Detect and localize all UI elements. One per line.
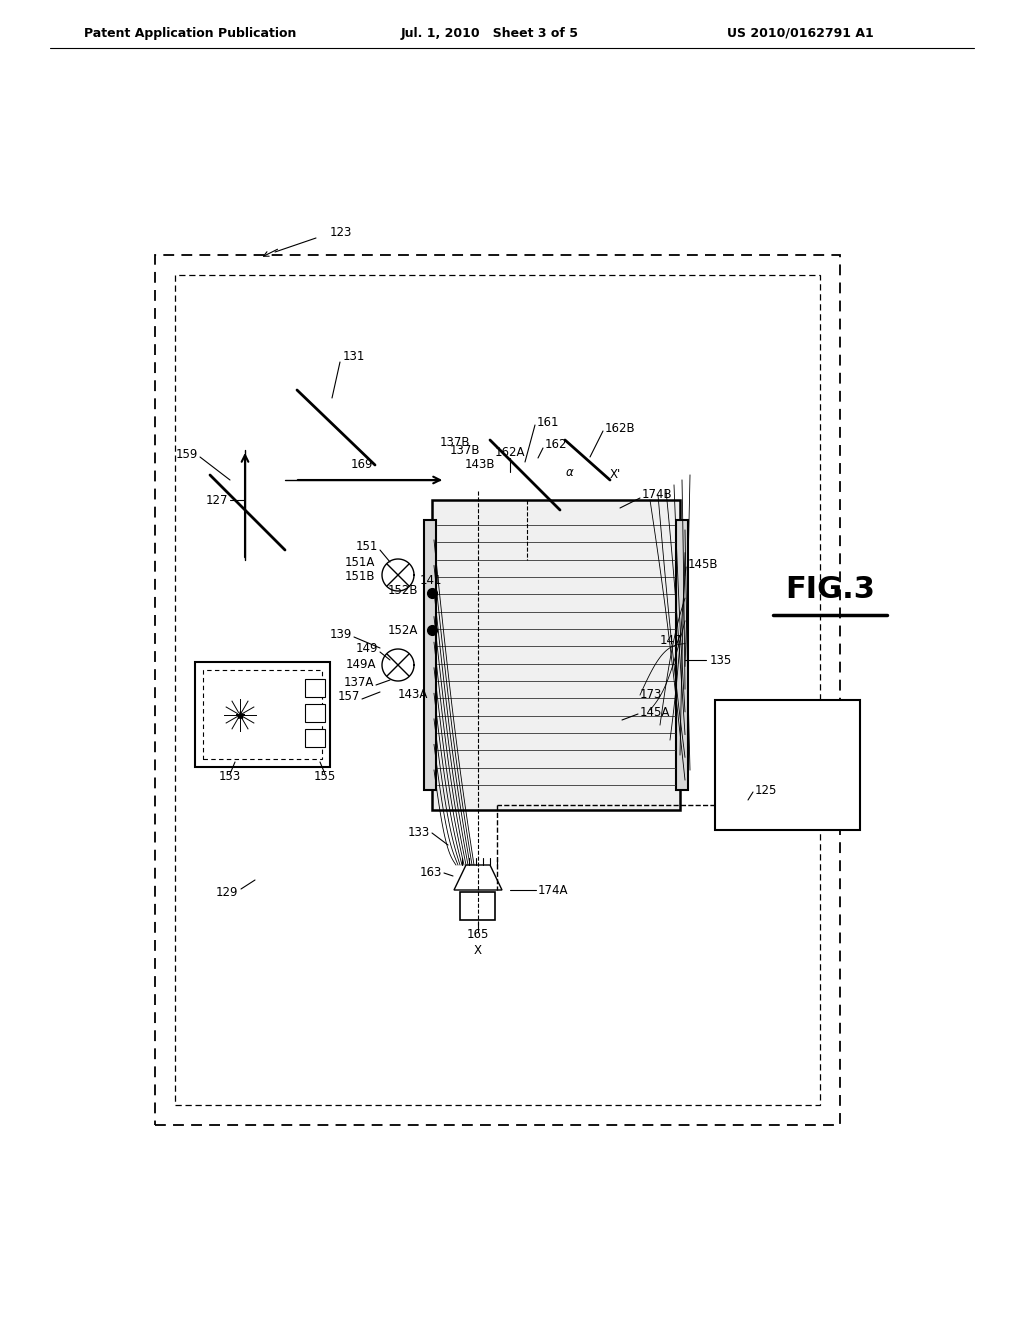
Bar [424, 520, 436, 789]
Text: α: α [566, 466, 573, 479]
Text: 163: 163 [420, 866, 442, 879]
Text: 161: 161 [537, 416, 559, 429]
Text: 131: 131 [343, 351, 366, 363]
Text: X: X [474, 944, 482, 957]
Text: FIG.3: FIG.3 [785, 576, 874, 605]
Text: 152B: 152B [387, 583, 418, 597]
Bar [676, 520, 688, 789]
Text: 137B: 137B [450, 444, 480, 457]
Text: 135: 135 [710, 653, 732, 667]
Text: 139: 139 [330, 628, 352, 642]
Text: 137A: 137A [344, 676, 374, 689]
Bar [432, 500, 680, 810]
Text: 143A: 143A [397, 689, 428, 701]
Text: 141: 141 [420, 573, 442, 586]
Text: 174A: 174A [538, 883, 568, 896]
Text: 153: 153 [219, 771, 241, 784]
Text: 145B: 145B [688, 558, 719, 572]
Text: 155: 155 [314, 771, 336, 784]
Text: 174B: 174B [642, 488, 673, 502]
Text: 151: 151 [355, 540, 378, 553]
Text: 129: 129 [215, 886, 238, 899]
Text: 145A: 145A [640, 705, 671, 718]
Text: 151A: 151A [345, 557, 375, 569]
Bar [155, 255, 840, 1125]
Bar [175, 275, 820, 1105]
Text: 123: 123 [330, 227, 352, 239]
Text: 147: 147 [660, 634, 683, 647]
Text: 151B: 151B [344, 570, 375, 583]
Text: 162: 162 [545, 438, 567, 451]
Text: X': X' [610, 469, 622, 482]
Text: 162A: 162A [495, 446, 525, 459]
Text: 137B: 137B [439, 436, 470, 449]
Text: 157: 157 [338, 690, 360, 704]
Text: US 2010/0162791 A1: US 2010/0162791 A1 [727, 26, 873, 40]
Text: 169: 169 [351, 458, 374, 470]
Text: 162B: 162B [605, 421, 636, 434]
Text: 165: 165 [467, 928, 489, 941]
Text: 149: 149 [355, 642, 378, 655]
Bar [195, 663, 330, 767]
Bar [715, 700, 860, 830]
Text: Jul. 1, 2010   Sheet 3 of 5: Jul. 1, 2010 Sheet 3 of 5 [401, 26, 579, 40]
Text: 143B: 143B [465, 458, 495, 470]
Text: Patent Application Publication: Patent Application Publication [84, 26, 296, 40]
Bar [305, 729, 325, 747]
Bar [305, 704, 325, 722]
Bar [203, 671, 322, 759]
Text: 125: 125 [755, 784, 777, 796]
Bar [460, 892, 495, 920]
Text: 159: 159 [176, 449, 198, 462]
Text: 173: 173 [640, 689, 663, 701]
Bar [305, 678, 325, 697]
Text: 127: 127 [206, 494, 228, 507]
Text: 133: 133 [408, 825, 430, 838]
Text: 149A: 149A [345, 657, 376, 671]
Text: 152A: 152A [388, 623, 418, 636]
